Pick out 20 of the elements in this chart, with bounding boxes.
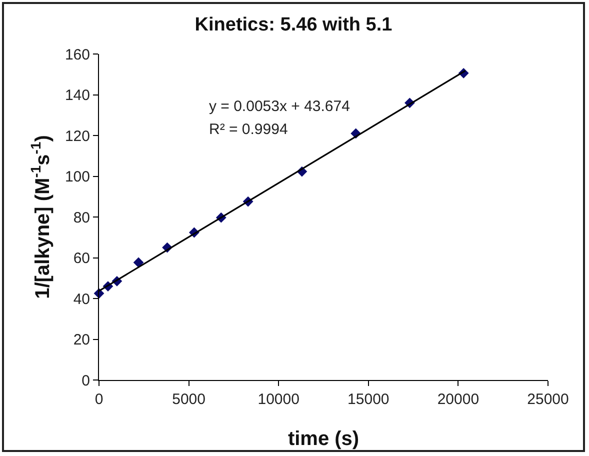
y-tick-label: 100 xyxy=(64,168,90,186)
x-axis-title: time (s) xyxy=(288,428,360,450)
y-tick-label: 0 xyxy=(82,372,90,390)
x-tick-label: 20000 xyxy=(437,391,480,408)
chart-title: Kinetics: 5.46 with 5.1 xyxy=(194,14,393,36)
y-tick-label: 160 xyxy=(64,46,90,64)
x-tick-label: 25000 xyxy=(527,391,569,408)
x-tick-label: 10000 xyxy=(258,391,300,408)
y-tick-label: 140 xyxy=(64,87,90,104)
x-tick-label: 5000 xyxy=(172,391,206,408)
point xyxy=(133,257,144,268)
x-tick-label: 0 xyxy=(94,391,104,408)
y-tick-label: 20 xyxy=(73,332,90,348)
y-tick-label: 80 xyxy=(73,209,90,226)
annotation: y = 0.0053x + 43.674 xyxy=(209,98,350,115)
x-tick-label: 15000 xyxy=(348,391,390,408)
y-tick-label: 60 xyxy=(73,250,90,267)
y-tick-label: 120 xyxy=(64,128,90,145)
y-tick-label: 40 xyxy=(73,290,90,308)
annotation: R² = 0.9994 xyxy=(209,121,288,138)
